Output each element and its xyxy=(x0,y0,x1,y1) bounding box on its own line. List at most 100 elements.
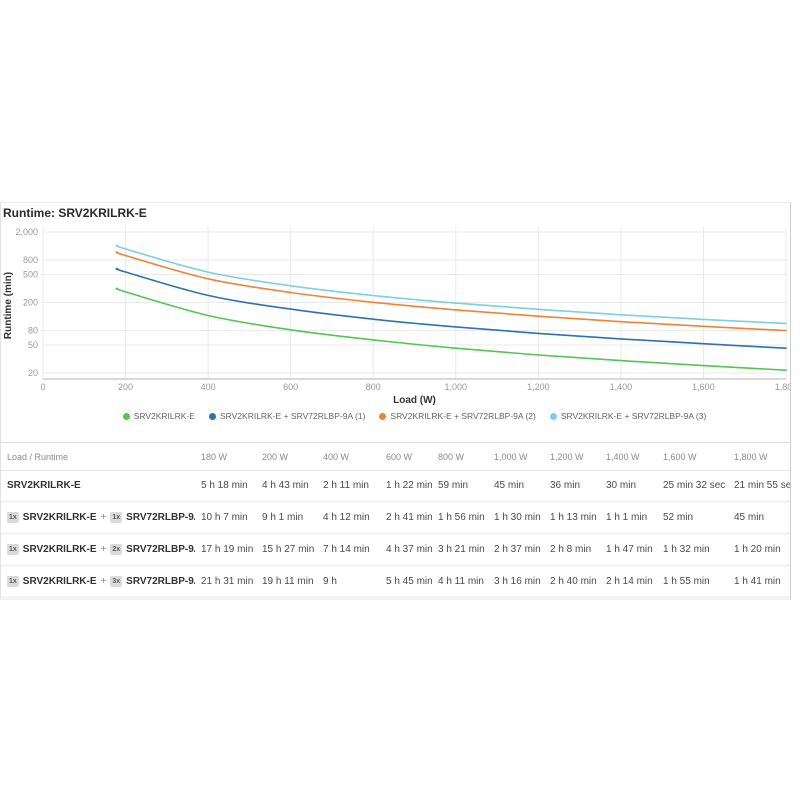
runtime-value: 21 min 55 sec xyxy=(728,470,790,503)
load-column-header: 1,000 W xyxy=(488,442,544,471)
runtime-value: 21 h 31 min xyxy=(195,565,256,599)
x-tick-label: 200 xyxy=(118,382,133,392)
load-column-header: 1,200 W xyxy=(544,442,600,471)
legend-item-0[interactable]: SRV2KRILRK-E xyxy=(122,411,195,421)
configuration-label: 1x SRV2KRILRK-E +2x SRV72RLBP-9A xyxy=(1,533,195,567)
runtime-value: 45 min xyxy=(488,470,544,503)
quantity-badge: 3x xyxy=(110,576,123,587)
legend-label: SRV2KRILRK-E + SRV72RLBP-9A (1) xyxy=(219,411,366,421)
quantity-badge: 1x xyxy=(110,512,123,523)
x-axis-label: Load (W) xyxy=(393,395,436,406)
runtime-value: 17 h 19 min xyxy=(195,533,256,567)
y-tick-label: 200 xyxy=(23,298,38,308)
product-name: SRV2KRILRK-E xyxy=(22,512,97,523)
load-column-header: 400 W xyxy=(317,442,380,471)
runtime-table: Load / Runtime 180 W 200 W 400 W 600 W 800 W… xyxy=(1,442,790,599)
runtime-value: 2 h 11 min xyxy=(317,470,380,503)
runtime-value: 1 h 47 min xyxy=(600,533,657,567)
legend-item-1[interactable]: SRV2KRILRK-E + SRV72RLBP-9A (1) xyxy=(208,411,366,421)
runtime-value: 4 h 11 min xyxy=(432,565,488,599)
runtime-value: 5 h 18 min xyxy=(195,470,256,503)
plus-separator: + xyxy=(100,512,107,523)
runtime-value: 7 h 14 min xyxy=(317,533,380,567)
runtime-value: 2 h 37 min xyxy=(488,533,544,567)
runtime-value: 9 h xyxy=(317,565,380,599)
runtime-value: 2 h 40 min xyxy=(544,565,600,599)
y-tick-label: 50 xyxy=(28,340,38,350)
x-tick-label: 0 xyxy=(40,382,45,392)
x-tick-label: 800 xyxy=(366,382,381,392)
quantity-badge: 1x xyxy=(7,512,19,523)
runtime-value: 59 min xyxy=(432,470,488,503)
load-column-header: 600 W xyxy=(380,442,432,471)
runtime-value: 1 h 20 min xyxy=(728,533,790,567)
configuration-label: SRV2KRILRK-E xyxy=(1,470,195,503)
quantity-badge: 2x xyxy=(110,544,123,555)
runtime-chart: 0 200 400 600 800 1,000 1,200 1,400 1,600 1,800 20… xyxy=(3,227,790,392)
chart-legend: SRV2KRILRK-E SRV2KRILRK-E + SRV72RLBP-9A … xyxy=(43,408,786,424)
series-curve-2 xyxy=(115,251,787,332)
product-name: SRV2KRILRK-E xyxy=(22,544,97,555)
runtime-value: 3 h 21 min xyxy=(432,533,488,567)
runtime-value: 36 min xyxy=(544,470,600,503)
table-row-2: 1x SRV2KRILRK-E +2x SRV72RLBP-9A 17 h 19 min… xyxy=(1,533,790,567)
runtime-value: 5 h 45 min xyxy=(380,565,432,599)
runtime-value: 15 h 27 min xyxy=(256,533,317,567)
product-name: SRV72RLBP-9A xyxy=(126,544,195,555)
x-tick-label: 1,200 xyxy=(527,382,550,392)
legend-dot-icon xyxy=(549,412,557,420)
legend-label: SRV2KRILRK-E + SRV72RLBP-9A (2) xyxy=(390,411,536,421)
table-row-0: SRV2KRILRK-E 5 h 18 min 4 h 43 min 2 h 11 m… xyxy=(1,470,790,503)
product-name: SRV2KRILRK-E xyxy=(22,576,97,587)
table-row-1: 1x SRV2KRILRK-E +1x SRV72RLBP-9A 10 h 7 min 9… xyxy=(1,501,790,535)
runtime-value: 1 h 32 min xyxy=(657,533,728,567)
quantity-badge: 1x xyxy=(7,576,19,587)
runtime-value: 4 h 37 min xyxy=(380,533,432,567)
product-name: SRV72RLBP-9A xyxy=(126,576,195,587)
series-curve-0 xyxy=(115,287,787,371)
x-tick-label: 1,600 xyxy=(692,382,715,392)
runtime-value: 1 h 30 min xyxy=(488,501,544,535)
plus-separator: + xyxy=(100,576,107,587)
y-tick-label: 2,000 xyxy=(15,227,38,237)
legend-dot-icon xyxy=(122,412,130,420)
runtime-value: 1 h 1 min xyxy=(600,501,657,535)
load-column-header: 800 W xyxy=(432,442,488,471)
y-tick-label: 800 xyxy=(23,255,38,265)
legend-label: SRV2KRILRK-E xyxy=(133,411,195,421)
legend-dot-icon xyxy=(379,412,387,420)
runtime-value: 1 h 56 min xyxy=(432,501,488,535)
configuration-label: 1x SRV2KRILRK-E +3x SRV72RLBP-9A xyxy=(1,565,195,599)
runtime-value: 10 h 7 min xyxy=(195,501,256,535)
load-column-header: 180 W xyxy=(195,442,256,471)
legend-item-2[interactable]: SRV2KRILRK-E + SRV72RLBP-9A (2) xyxy=(379,411,536,421)
runtime-value: 45 min xyxy=(728,501,790,535)
y-tick-label: 500 xyxy=(23,269,38,279)
corner-header: Load / Runtime xyxy=(1,442,195,471)
product-name: SRV72RLBP-9A xyxy=(126,512,195,523)
runtime-value: 4 h 12 min xyxy=(317,501,380,535)
y-tick-label: 80 xyxy=(28,326,38,336)
series-curve-1 xyxy=(115,267,787,349)
runtime-value: 9 h 1 min xyxy=(256,501,317,535)
y-axis-label: Runtime (min) xyxy=(3,272,14,339)
load-column-header: 1,800 W xyxy=(728,442,790,471)
table-row-3: 1x SRV2KRILRK-E +3x SRV72RLBP-9A 21 h 31 min… xyxy=(1,565,790,599)
x-tick-label: 1,400 xyxy=(610,382,633,392)
configuration-label: 1x SRV2KRILRK-E +1x SRV72RLBP-9A xyxy=(1,501,195,535)
x-tick-label: 600 xyxy=(283,382,298,392)
runtime-value: 4 h 43 min xyxy=(256,470,317,503)
y-tick-label: 20 xyxy=(28,368,38,378)
runtime-value: 1 h 41 min xyxy=(728,565,790,599)
runtime-value: 19 h 11 min xyxy=(256,565,317,599)
series-curve-3 xyxy=(115,244,787,325)
runtime-value: 2 h 8 min xyxy=(544,533,600,567)
runtime-value: 25 min 32 sec xyxy=(657,470,728,503)
x-tick-label: 1,800 xyxy=(775,382,790,392)
runtime-value: 2 h 41 min xyxy=(380,501,432,535)
runtime-value: 1 h 55 min xyxy=(657,565,728,599)
load-column-header: 1,600 W xyxy=(657,442,728,471)
runtime-value: 1 h 22 min xyxy=(380,470,432,503)
legend-item-3[interactable]: SRV2KRILRK-E + SRV72RLBP-9A (3) xyxy=(549,411,707,421)
legend-label: SRV2KRILRK-E + SRV72RLBP-9A (3) xyxy=(560,411,707,421)
